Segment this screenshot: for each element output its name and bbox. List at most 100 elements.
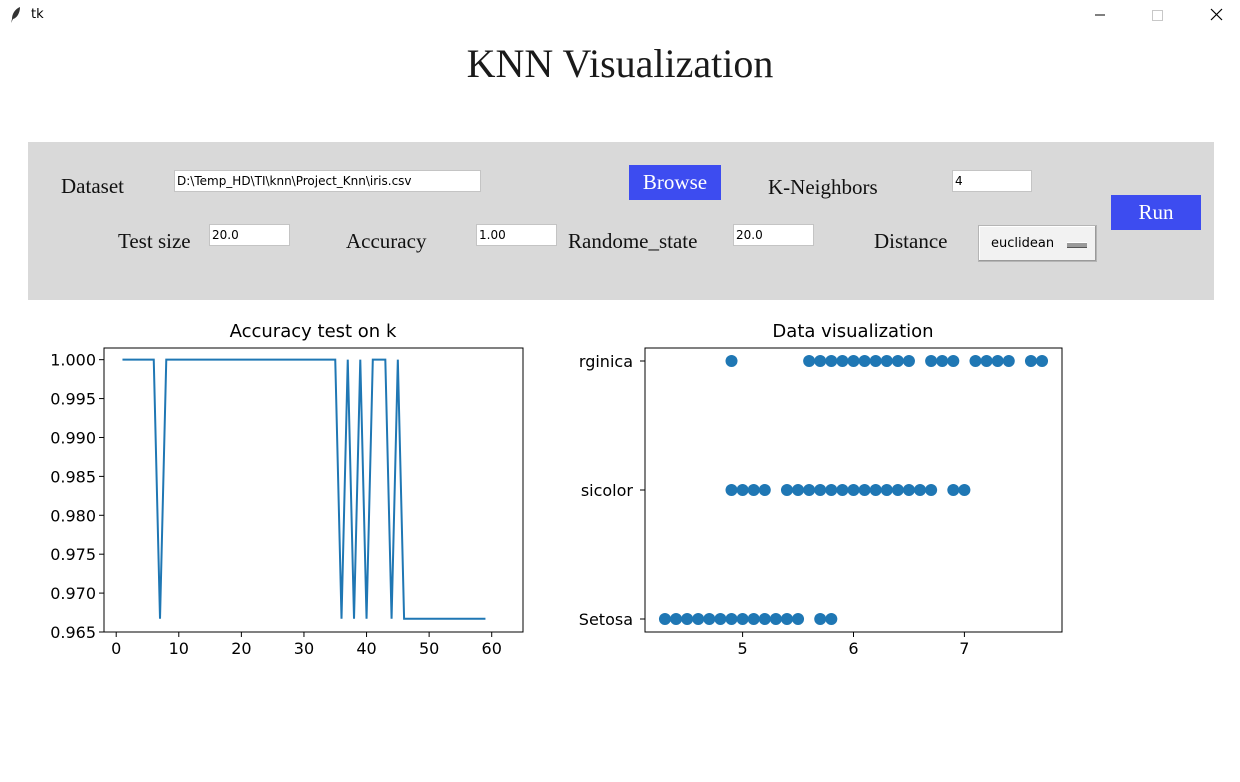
scatter-point <box>847 484 860 496</box>
scatter-point <box>803 484 816 496</box>
window-titlebar: tk <box>0 0 1240 30</box>
y-tick-label: 0.990 <box>50 428 96 447</box>
y-tick-label: 0.965 <box>50 623 96 642</box>
scatter-point <box>758 613 771 625</box>
test-size-input[interactable] <box>209 224 290 246</box>
minimize-icon <box>1095 14 1105 16</box>
k-neighbors-label: K-Neighbors <box>768 175 878 199</box>
scatter-point <box>991 355 1004 367</box>
scatter-point <box>869 355 882 367</box>
distance-select-value: euclidean <box>991 236 1055 251</box>
random-state-input[interactable] <box>733 224 814 246</box>
scatter-point <box>880 484 893 496</box>
maximize-button[interactable] <box>1134 0 1180 30</box>
scatter-point <box>825 484 838 496</box>
y-tick-label: 0.995 <box>50 390 96 409</box>
accuracy-input[interactable] <box>476 224 557 246</box>
scatter-point <box>681 613 694 625</box>
dataset-path-input[interactable] <box>174 170 481 192</box>
scatter-point <box>947 484 960 496</box>
scatter-point <box>914 484 927 496</box>
scatter-point <box>891 484 904 496</box>
scatter-point <box>836 355 849 367</box>
x-tick-label: 30 <box>294 639 314 658</box>
scatter-point <box>814 355 827 367</box>
scatter-point <box>1036 355 1049 367</box>
x-tick-label: 20 <box>231 639 251 658</box>
scatter-point <box>725 613 738 625</box>
scatter-point <box>792 613 805 625</box>
scatter-point <box>780 484 793 496</box>
x-tick-label: 0 <box>111 639 121 658</box>
scatter-point <box>769 613 782 625</box>
scatter-point <box>869 484 882 496</box>
distance-select[interactable]: euclidean <box>978 225 1097 262</box>
scatter-point <box>1024 355 1037 367</box>
plot-frame <box>644 347 1063 633</box>
scatter-point <box>1002 355 1015 367</box>
series-line <box>122 358 486 620</box>
scatter-point <box>958 484 971 496</box>
random-state-label: Randome_state <box>568 229 698 253</box>
scatter-point <box>925 484 938 496</box>
dataset-label: Dataset <box>61 174 124 198</box>
scatter-point <box>792 484 805 496</box>
scatter-point <box>825 613 838 625</box>
scatter-point <box>747 613 760 625</box>
scatter-point <box>891 355 904 367</box>
feather-icon <box>9 6 23 24</box>
y-tick-label: sicolor <box>581 481 634 500</box>
x-tick-label: 7 <box>959 639 969 658</box>
minimize-button[interactable] <box>1077 0 1123 30</box>
accuracy-line-chart: Accuracy test on k 0.965 0.970 0.975 0.980 0… <box>50 321 524 658</box>
scatter-point <box>825 355 838 367</box>
scatter-point <box>803 355 816 367</box>
scatter-point <box>703 613 716 625</box>
scatter-point <box>880 355 893 367</box>
y-tick-label: 0.975 <box>50 545 96 564</box>
plot-frame <box>103 347 524 633</box>
scatter-point <box>758 484 771 496</box>
distance-label: Distance <box>874 229 948 253</box>
scatter-point <box>670 613 683 625</box>
scatter-point <box>925 355 938 367</box>
y-tick-label: Setosa <box>579 610 633 629</box>
scatter-point <box>725 484 738 496</box>
y-tick-label: 1.000 <box>50 351 96 370</box>
scatter-point <box>725 355 738 367</box>
x-tick-label: 50 <box>419 639 439 658</box>
scatter-point <box>847 355 860 367</box>
x-tick-label: 60 <box>482 639 502 658</box>
option-menu-indicator-icon <box>1067 242 1087 247</box>
scatter-point <box>736 484 749 496</box>
browse-button[interactable]: Browse <box>629 165 721 200</box>
chart-title: Accuracy test on k <box>230 321 397 342</box>
scatter-point <box>858 484 871 496</box>
test-size-label: Test size <box>118 229 191 253</box>
x-tick-label: 40 <box>356 639 376 658</box>
run-button[interactable]: Run <box>1111 195 1201 230</box>
scatter-point <box>814 613 827 625</box>
y-tick-label: 0.970 <box>50 584 96 603</box>
y-tick-label: 0.985 <box>50 467 96 486</box>
data-scatter-chart: Data visualization Setosasicolorrginica … <box>579 321 1063 658</box>
scatter-point <box>836 484 849 496</box>
scatter-point <box>780 613 793 625</box>
control-panel <box>28 142 1214 300</box>
chart-title: Data visualization <box>772 321 933 342</box>
scatter-point <box>814 484 827 496</box>
scatter-point <box>658 613 671 625</box>
x-tick-label: 10 <box>169 639 189 658</box>
scatter-point <box>947 355 960 367</box>
accuracy-label: Accuracy <box>346 229 427 253</box>
scatter-point <box>902 355 915 367</box>
close-button[interactable] <box>1193 0 1239 30</box>
scatter-point <box>980 355 993 367</box>
x-tick-label: 5 <box>738 639 748 658</box>
close-icon <box>1210 8 1223 21</box>
k-neighbors-input[interactable] <box>952 170 1032 192</box>
scatter-point <box>692 613 705 625</box>
window-title: tk <box>31 7 44 22</box>
x-tick-label: 6 <box>848 639 858 658</box>
y-tick-label: 0.980 <box>50 506 96 525</box>
